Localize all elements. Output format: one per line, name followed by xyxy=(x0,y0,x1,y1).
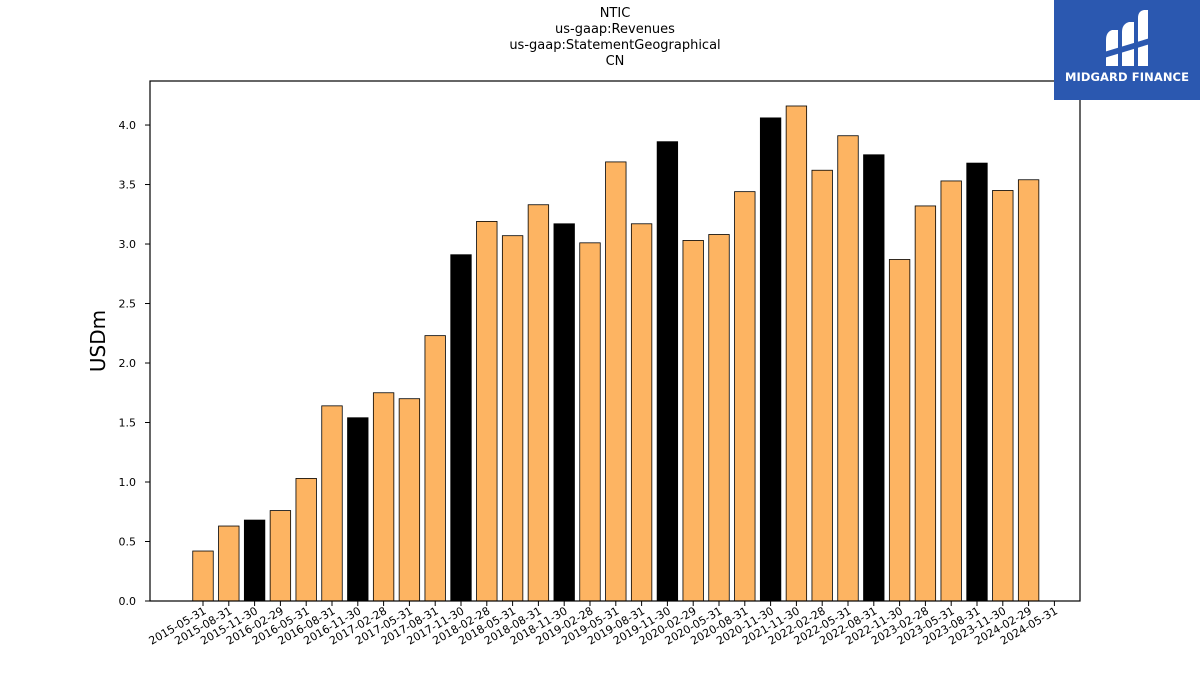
bar-2020-11-30 xyxy=(759,117,782,602)
bar-2018-02-28 xyxy=(476,221,498,602)
bar-2017-11-30 xyxy=(450,254,472,602)
bar-2019-05-31 xyxy=(605,161,627,602)
bar-2022-08-31 xyxy=(863,154,885,602)
bar-2015-08-31 xyxy=(218,525,240,602)
bar-2022-05-31 xyxy=(837,135,859,602)
plot-frame xyxy=(149,80,1081,602)
bar-2019-08-31 xyxy=(630,223,653,602)
bar-2018-08-31 xyxy=(527,204,550,602)
bar-2019-11-30 xyxy=(656,141,679,602)
bar-2018-11-30 xyxy=(553,223,575,602)
logo-mark-icon xyxy=(1104,10,1150,66)
logo-text: MIDGARD FINANCE xyxy=(1064,70,1190,84)
y-tick-label-2.0: 2.0 xyxy=(119,357,137,370)
y-tick-label-0.0: 0.0 xyxy=(119,595,137,608)
bar-2019-02-28 xyxy=(579,242,601,602)
bar-2021-11-30 xyxy=(785,105,808,602)
bar-2017-05-31 xyxy=(398,398,421,602)
bar-2016-05-31 xyxy=(295,478,317,602)
bar-2016-11-30 xyxy=(347,417,369,602)
bar-2017-02-28 xyxy=(372,392,395,602)
bar-2022-11-30 xyxy=(888,259,911,602)
y-tick-label-3.0: 3.0 xyxy=(119,238,137,251)
bar-2020-05-31 xyxy=(708,234,730,602)
y-tick-label-2.5: 2.5 xyxy=(119,298,137,311)
bar-2023-08-31 xyxy=(966,162,988,602)
y-tick-label-3.5: 3.5 xyxy=(119,179,137,192)
title-line-member: CN xyxy=(605,54,625,69)
bar-2023-11-30 xyxy=(992,190,1014,602)
y-tick-label-1.0: 1.0 xyxy=(119,476,137,489)
bar-2018-05-31 xyxy=(501,235,524,602)
bar-2024-02-29 xyxy=(1017,179,1040,602)
bar-2016-02-29 xyxy=(269,510,292,602)
bar-2020-02-29 xyxy=(682,240,704,602)
bar-2020-08-31 xyxy=(734,191,756,602)
y-tick-label-4.0: 4.0 xyxy=(119,119,137,132)
bar-2016-08-31 xyxy=(321,405,343,602)
bar-2023-02-28 xyxy=(914,205,937,602)
title-line-concept: us-gaap:Revenues xyxy=(555,22,675,37)
y-tick-label-1.5: 1.5 xyxy=(119,417,137,430)
bar-2017-08-31 xyxy=(424,335,446,602)
y-axis-label: USDm xyxy=(86,310,110,372)
bar-2022-02-28 xyxy=(811,169,833,602)
bar-2015-11-30 xyxy=(243,519,266,602)
bar-2023-05-31 xyxy=(940,180,962,602)
chart-title: NTIC us-gaap:Revenues us-gaap:StatementG… xyxy=(0,6,1200,70)
title-line-ticker: NTIC xyxy=(599,6,631,21)
midgard-finance-logo: MIDGARD FINANCE xyxy=(1054,0,1200,100)
title-line-axis: us-gaap:StatementGeographical xyxy=(509,38,721,53)
y-tick-label-0.5: 0.5 xyxy=(119,536,137,549)
bar-2015-05-31 xyxy=(192,550,214,602)
